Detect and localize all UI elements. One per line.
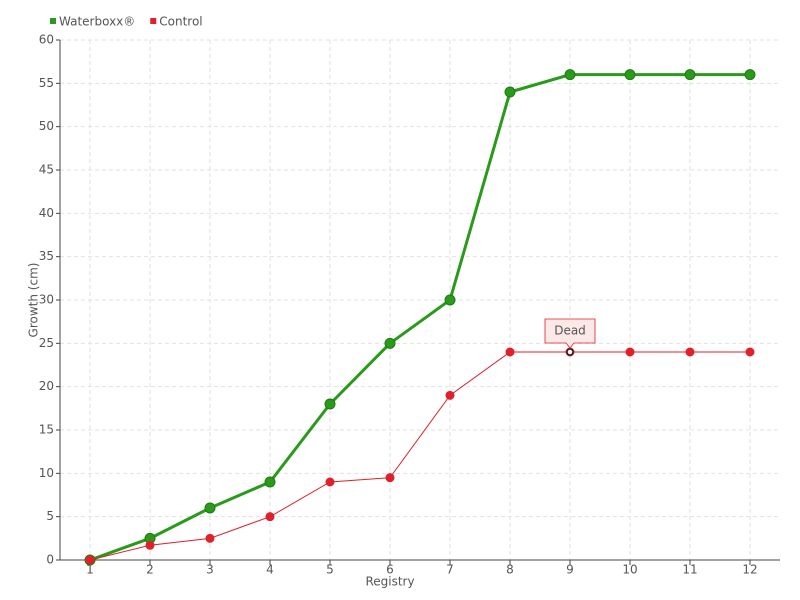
data-point: [624, 69, 636, 81]
legend-swatch: [50, 18, 56, 24]
data-point: [745, 347, 755, 357]
series-line: [89, 73, 750, 562]
annotation-box: [544, 318, 596, 349]
data-point: [444, 294, 456, 306]
legend-label: Waterboxx®: [59, 15, 135, 29]
x-tick-label: 5: [326, 563, 334, 577]
x-tick-label: 1: [86, 563, 94, 577]
data-point: [504, 86, 516, 98]
x-tick-label: 4: [266, 563, 274, 577]
y-tick-label: 5: [46, 509, 54, 523]
data-point: [204, 502, 216, 514]
data-point: [264, 476, 276, 488]
data-point: [505, 347, 515, 357]
data-point: [564, 69, 576, 81]
x-tick-label: 12: [742, 563, 757, 577]
y-axis-label: Growth (cm): [27, 263, 41, 338]
data-point: [445, 390, 455, 400]
x-tick-label: 2: [146, 563, 154, 577]
y-tick-label: 25: [39, 336, 54, 350]
y-tick-label: 10: [39, 466, 54, 480]
y-tick-label: 15: [39, 423, 54, 437]
x-tick-label: 3: [206, 563, 214, 577]
y-tick-label: 40: [39, 206, 54, 220]
data-point: [325, 477, 335, 487]
y-tick-label: 45: [39, 163, 54, 177]
y-tick-label: 0: [46, 553, 54, 567]
data-point: [85, 555, 95, 565]
x-tick-label: 6: [386, 563, 394, 577]
y-tick-label: 55: [39, 76, 54, 90]
y-tick-label: 30: [39, 293, 54, 307]
annotation-text: Dead: [554, 324, 586, 338]
data-point: [265, 512, 275, 522]
y-tick-label: 50: [39, 119, 54, 133]
annotation-target: [566, 348, 574, 356]
data-point: [384, 337, 396, 349]
data-point: [385, 473, 395, 483]
y-tick-label: 20: [39, 379, 54, 393]
x-axis-label: Registry: [365, 575, 414, 589]
data-point: [205, 533, 215, 543]
y-tick-label: 60: [39, 33, 54, 47]
series-line: [89, 351, 750, 561]
x-tick-label: 8: [506, 563, 514, 577]
data-point: [625, 347, 635, 357]
data-point: [684, 69, 696, 81]
data-point: [685, 347, 695, 357]
y-tick-label: 35: [39, 249, 54, 263]
data-point: [744, 69, 756, 81]
x-tick-label: 7: [446, 563, 454, 577]
data-point: [145, 540, 155, 550]
legend-label: Control: [159, 15, 202, 29]
x-tick-label: 9: [566, 563, 574, 577]
x-tick-label: 11: [682, 563, 697, 577]
x-tick-label: 10: [622, 563, 637, 577]
data-point: [324, 398, 336, 410]
legend-swatch: [150, 18, 157, 24]
